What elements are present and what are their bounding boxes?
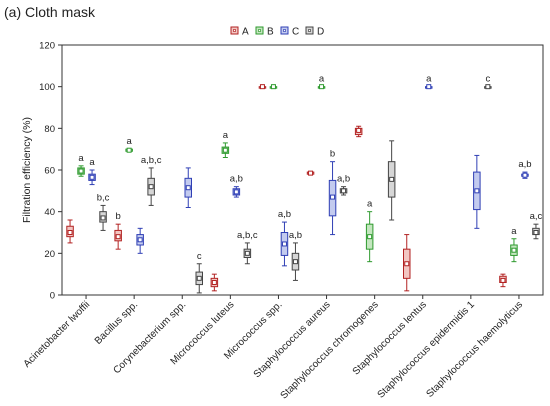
legend-swatch-median bbox=[233, 29, 236, 32]
box-median-marker bbox=[426, 84, 432, 90]
significance-label: b bbox=[116, 211, 121, 222]
plot-frame bbox=[61, 44, 544, 296]
significance-label: a,b bbox=[289, 230, 302, 241]
y-tick-label: 0 bbox=[50, 291, 55, 302]
box-median-marker bbox=[185, 185, 191, 191]
box-median-marker bbox=[126, 147, 132, 153]
box-median-marker bbox=[244, 250, 250, 256]
significance-label: c bbox=[485, 74, 490, 85]
box-median-marker bbox=[389, 176, 395, 182]
significance-label: a bbox=[426, 74, 432, 85]
box-median-marker bbox=[292, 259, 298, 265]
box-median-marker bbox=[341, 188, 347, 194]
box-median-marker bbox=[233, 189, 239, 195]
box-median-marker bbox=[100, 215, 106, 221]
y-tick-label: 40 bbox=[44, 207, 55, 218]
x-tick-label: Staphylococcus haemolyticus bbox=[425, 299, 526, 400]
significance-label: a,b bbox=[518, 159, 531, 170]
legend-label: B bbox=[267, 27, 274, 38]
box-median-marker bbox=[211, 280, 217, 285]
box-median-marker bbox=[270, 84, 276, 90]
significance-label: a,b bbox=[230, 174, 243, 185]
significance-label: a,b bbox=[278, 209, 291, 220]
box-median-marker bbox=[196, 275, 202, 281]
significance-label: a,b bbox=[337, 174, 350, 185]
y-tick-label: 60 bbox=[44, 166, 55, 177]
box-median-marker bbox=[533, 230, 539, 235]
box-median-marker bbox=[78, 168, 84, 174]
legend-label: C bbox=[292, 27, 299, 38]
significance-label: a bbox=[78, 153, 84, 164]
y-tick-label: 100 bbox=[39, 82, 55, 93]
significance-label: a bbox=[223, 130, 229, 141]
box-median-marker bbox=[67, 230, 73, 235]
box-median-marker bbox=[367, 234, 373, 240]
legend-swatch-median bbox=[308, 29, 311, 32]
legend-swatch-median bbox=[283, 29, 286, 32]
y-axis-label: Filtration efficiency (%) bbox=[21, 117, 33, 223]
box-median-marker bbox=[222, 147, 228, 153]
x-tick-label: Staphylococcus chromogenes bbox=[279, 299, 381, 401]
y-tick-label: 120 bbox=[39, 41, 55, 52]
significance-label: b,c bbox=[97, 192, 110, 203]
legend-label: D bbox=[317, 27, 324, 38]
x-tick-label: Bacillus spp. bbox=[93, 299, 140, 346]
box-median-marker bbox=[330, 194, 336, 200]
significance-label: a bbox=[319, 74, 325, 85]
box-median-marker bbox=[89, 174, 95, 180]
box-median-marker bbox=[308, 170, 314, 176]
legend-swatch-median bbox=[258, 29, 261, 32]
box-median-marker bbox=[522, 172, 528, 178]
significance-label: c bbox=[197, 251, 202, 262]
box-median-marker bbox=[500, 277, 506, 283]
box-median-marker bbox=[319, 84, 325, 90]
significance-label: a bbox=[511, 226, 517, 237]
significance-label: a bbox=[127, 136, 133, 147]
box-median-marker bbox=[281, 241, 287, 247]
legend-label: A bbox=[242, 27, 249, 38]
significance-label: a bbox=[89, 157, 95, 168]
box-median-marker bbox=[148, 184, 154, 190]
y-tick-label: 20 bbox=[44, 249, 55, 260]
significance-label: a,b,c bbox=[237, 230, 258, 241]
significance-label: a bbox=[367, 199, 373, 210]
box-median-marker bbox=[356, 127, 362, 133]
box-median-marker bbox=[137, 237, 143, 243]
chart-title: (a) Cloth mask bbox=[4, 4, 96, 20]
box-median-marker bbox=[485, 84, 491, 90]
box-median-marker bbox=[115, 234, 121, 240]
x-tick-label: Acinetobacter lwoffii bbox=[22, 299, 93, 370]
y-tick-label: 80 bbox=[44, 124, 55, 135]
box-median-marker bbox=[474, 188, 480, 194]
significance-label: a,c bbox=[530, 211, 543, 222]
x-tick-label: Staphylococcus epidermidis 1 bbox=[376, 299, 478, 401]
box-median-marker bbox=[404, 261, 410, 267]
box-median-marker bbox=[259, 84, 265, 90]
significance-label: b bbox=[330, 149, 335, 160]
significance-label: a,b,c bbox=[141, 155, 162, 166]
box-median-marker bbox=[511, 247, 517, 253]
